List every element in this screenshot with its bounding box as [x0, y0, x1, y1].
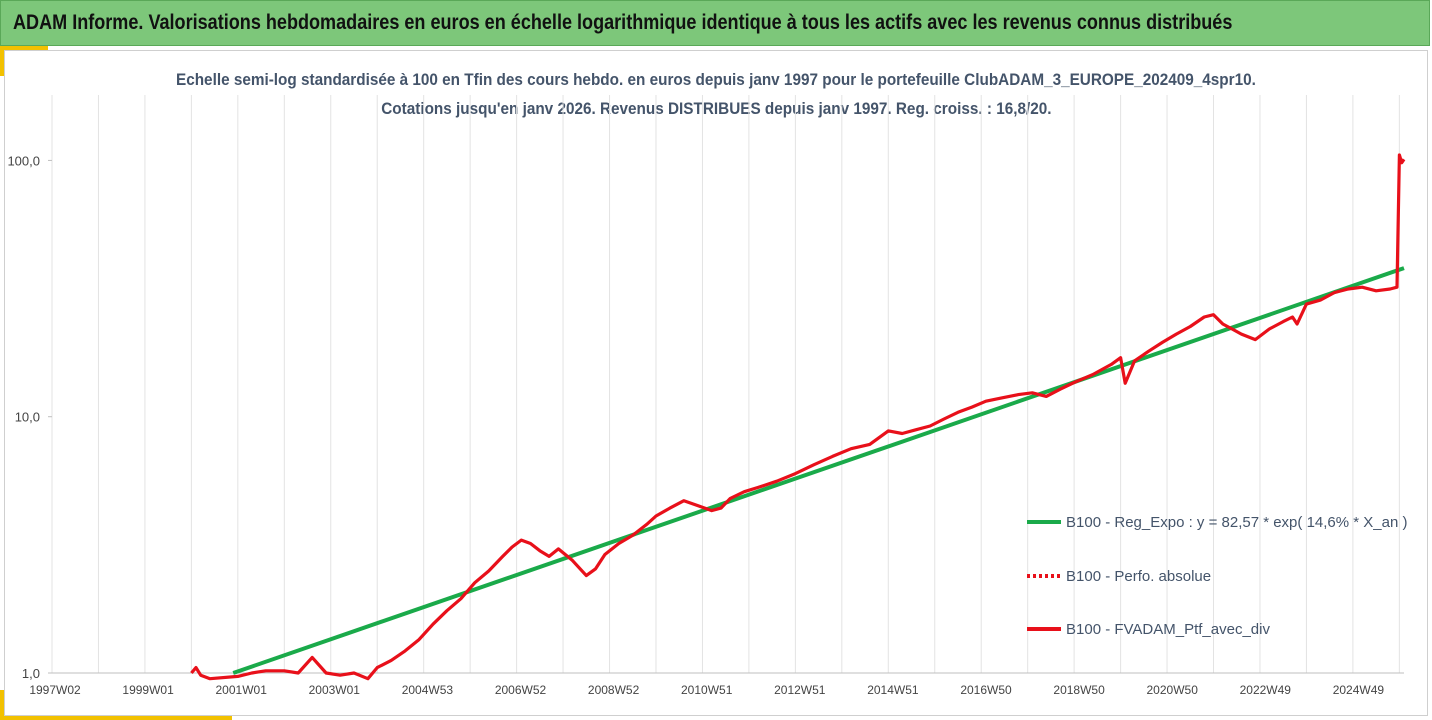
y-tick-label: 10,0	[15, 410, 40, 425]
accent-bar-bottom-left	[0, 690, 5, 720]
x-tick-label: 2016W50	[960, 683, 1012, 697]
legend-label: B100 - Reg_Expo : y = 82,57 * exp( 14,6%…	[1066, 514, 1407, 531]
legend-label: B100 - Perfo. absolue	[1066, 568, 1211, 585]
legend-label: B100 - FVADAM_Ptf_avec_div	[1066, 621, 1270, 638]
accent-bar-left	[0, 46, 5, 76]
x-tick-label: 2008W52	[588, 683, 640, 697]
y-tick-label: 1,0	[22, 666, 40, 681]
x-tick-label: 1999W01	[122, 683, 174, 697]
x-tick-label: 2001W01	[216, 683, 268, 697]
x-tick-label: 2022W49	[1240, 683, 1292, 697]
y-tick-label: 100,0	[7, 153, 40, 168]
report-title: ADAM Informe. Valorisations hebdomadaire…	[13, 11, 1233, 34]
x-tick-label: 2018W50	[1053, 683, 1105, 697]
accent-bar-bottom	[0, 715, 232, 720]
report-header-bar: ADAM Informe. Valorisations hebdomadaire…	[0, 0, 1430, 46]
series-line-regression	[232, 266, 1405, 675]
chart-title-line1: Echelle semi-log standardisée à 100 en T…	[176, 70, 1256, 89]
x-tick-label: 2006W52	[495, 683, 547, 697]
x-tick-label: 2010W51	[681, 683, 733, 697]
x-tick-label: 2024W49	[1333, 683, 1385, 697]
x-tick-label: 2020W50	[1147, 683, 1199, 697]
accent-bar-top	[0, 46, 48, 51]
x-tick-label: 2012W51	[774, 683, 826, 697]
x-tick-label: 1997W02	[29, 683, 81, 697]
x-tick-label: 2014W51	[867, 683, 919, 697]
series-line-portfolio	[190, 153, 1406, 681]
x-tick-label: 2003W01	[309, 683, 361, 697]
chart-frame	[4, 50, 1428, 716]
chart-title-line2: Cotations jusqu'en janv 2026. Revenus DI…	[380, 99, 1052, 118]
x-tick-label: 2004W53	[402, 683, 454, 697]
